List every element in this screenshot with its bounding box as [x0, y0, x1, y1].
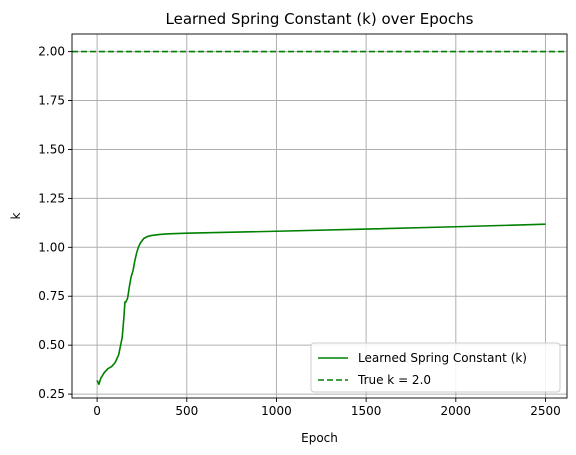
y-axis: 0.25 0.50 0.75 1.00 1.25 1.50 1.75 2.00 — [38, 45, 72, 401]
x-tick-label: 1500 — [351, 404, 382, 418]
x-tick-label: 0 — [93, 404, 101, 418]
y-tick-label: 1.50 — [38, 142, 65, 156]
series-line-learned-k — [96, 223, 546, 386]
series-layer — [72, 50, 567, 386]
y-tick-label: 1.00 — [38, 240, 65, 254]
y-tick-label: 2.00 — [38, 45, 65, 59]
x-axis: 0 500 1000 1500 2000 2500 — [93, 398, 561, 418]
y-axis-label: k — [9, 212, 23, 219]
y-tick-label: 0.50 — [38, 338, 65, 352]
x-tick-label: 1000 — [261, 404, 292, 418]
y-tick-label: 0.25 — [38, 387, 65, 401]
plot-frame — [71, 33, 568, 399]
legend-box — [310, 342, 561, 393]
legend-label-learned: Learned Spring Constant (k) — [358, 351, 527, 365]
chart-title: Learned Spring Constant (k) over Epochs — [166, 10, 474, 28]
legend-label-true: True k = 2.0 — [357, 373, 431, 387]
x-axis-label: Epoch — [301, 431, 338, 445]
x-tick-label: 2000 — [441, 404, 472, 418]
y-tick-label: 1.75 — [38, 94, 65, 108]
y-tick-label: 0.75 — [38, 289, 65, 303]
x-tick-label: 2500 — [530, 404, 561, 418]
x-tick-label: 500 — [175, 404, 198, 418]
legend: Learned Spring Constant (k) True k = 2.0 — [310, 342, 561, 393]
y-tick-label: 1.25 — [38, 191, 65, 205]
